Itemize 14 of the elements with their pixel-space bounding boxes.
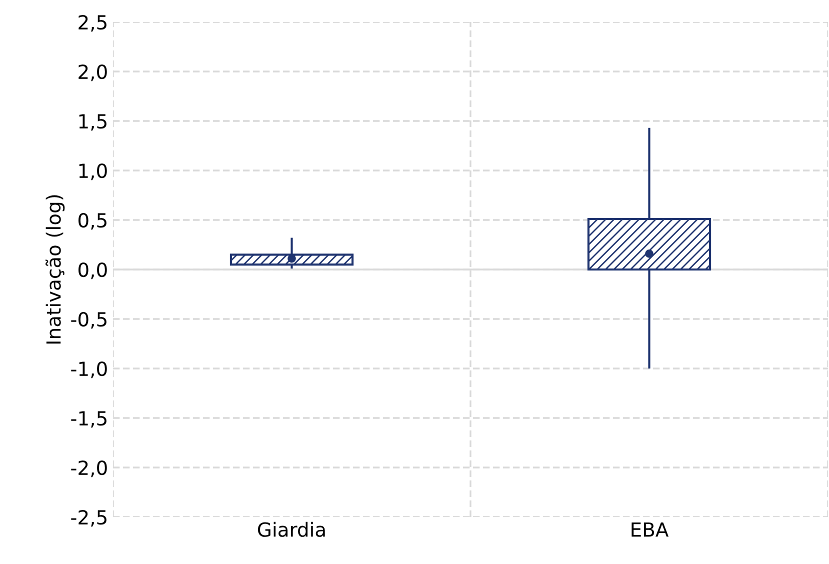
y-tick-label: 0,5 <box>78 212 106 230</box>
y-tick-label: 0,0 <box>78 262 107 280</box>
x-tick-label: Giardia <box>258 522 325 537</box>
y-tick-label: -2,0 <box>71 460 107 478</box>
y-tick-label: 1,0 <box>79 163 107 180</box>
y-axis-title: Inativação (log) <box>45 195 65 344</box>
y-tick-label: -0,5 <box>71 312 106 329</box>
y-tick-label: 2,0 <box>78 64 107 82</box>
y-tick-label: -1,5 <box>71 411 106 428</box>
x-tick-label: EBA <box>632 522 669 537</box>
y-tick-label: 2,5 <box>78 14 106 32</box>
y-tick-label: -1,0 <box>71 361 107 378</box>
y-tick-label: 1,5 <box>79 114 106 131</box>
y-tick-label: -2,5 <box>71 510 106 527</box>
